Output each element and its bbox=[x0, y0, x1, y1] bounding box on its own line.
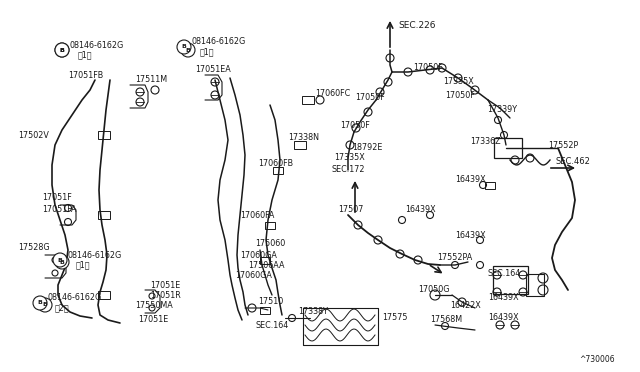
Text: （1）: （1） bbox=[76, 260, 90, 269]
Text: 16439X: 16439X bbox=[455, 176, 486, 185]
Text: SEC.164: SEC.164 bbox=[488, 269, 521, 278]
Text: 17050F: 17050F bbox=[413, 64, 443, 73]
Text: SEC.172: SEC.172 bbox=[332, 166, 365, 174]
Circle shape bbox=[33, 296, 47, 310]
Text: 17060FA: 17060FA bbox=[240, 211, 275, 219]
Text: 17051E: 17051E bbox=[138, 315, 168, 324]
Text: 17550MA: 17550MA bbox=[135, 301, 173, 310]
Text: 08146-6162G: 08146-6162G bbox=[68, 250, 122, 260]
Circle shape bbox=[38, 298, 52, 312]
Text: 16439X: 16439X bbox=[405, 205, 436, 215]
Text: 17338N: 17338N bbox=[288, 134, 319, 142]
Text: 17575: 17575 bbox=[382, 314, 408, 323]
Text: 17051EA: 17051EA bbox=[195, 65, 231, 74]
Bar bbox=[98, 291, 110, 299]
Bar bbox=[260, 257, 270, 263]
Text: B: B bbox=[60, 260, 65, 264]
Text: 17060GA: 17060GA bbox=[240, 250, 277, 260]
Bar bbox=[494, 138, 522, 158]
Text: 17339Y: 17339Y bbox=[487, 106, 517, 115]
Text: 08146-6162G: 08146-6162G bbox=[70, 41, 124, 49]
Text: 17510: 17510 bbox=[258, 298, 284, 307]
Text: 17336Z: 17336Z bbox=[470, 138, 500, 147]
Text: 17507: 17507 bbox=[338, 205, 364, 215]
Bar bbox=[98, 131, 110, 139]
Text: 17338Y: 17338Y bbox=[298, 308, 328, 317]
Text: 17051F: 17051F bbox=[42, 193, 72, 202]
Text: 08146-6162G: 08146-6162G bbox=[48, 294, 102, 302]
Text: 17060GA: 17060GA bbox=[235, 272, 272, 280]
Text: 17511M: 17511M bbox=[135, 76, 167, 84]
Text: 17335X: 17335X bbox=[443, 77, 474, 87]
Text: B: B bbox=[186, 48, 191, 52]
Text: SEC.462: SEC.462 bbox=[555, 157, 590, 167]
Text: 17050F: 17050F bbox=[355, 93, 385, 102]
Text: B: B bbox=[58, 257, 63, 263]
Text: 17568M: 17568M bbox=[430, 315, 462, 324]
Text: 17552P: 17552P bbox=[548, 141, 579, 150]
Circle shape bbox=[53, 253, 67, 267]
Bar bbox=[265, 221, 275, 228]
Text: 17506AA: 17506AA bbox=[248, 260, 285, 269]
Text: （2）: （2） bbox=[55, 304, 70, 312]
Text: 08146-6162G: 08146-6162G bbox=[192, 38, 246, 46]
Text: （1）: （1） bbox=[200, 48, 214, 57]
Text: 16439X: 16439X bbox=[488, 314, 518, 323]
Bar bbox=[485, 182, 495, 189]
Text: 17060FC: 17060FC bbox=[315, 89, 350, 97]
Bar bbox=[260, 307, 270, 314]
Circle shape bbox=[181, 43, 195, 57]
Text: 175060: 175060 bbox=[255, 238, 285, 247]
Bar bbox=[294, 141, 306, 149]
Bar bbox=[493, 266, 527, 294]
Bar bbox=[98, 211, 110, 219]
Text: SEC.164: SEC.164 bbox=[255, 321, 288, 330]
Text: ^730006: ^730006 bbox=[579, 356, 615, 365]
Text: B: B bbox=[60, 48, 65, 52]
Text: 17335X: 17335X bbox=[334, 154, 365, 163]
Text: 17050F: 17050F bbox=[445, 92, 475, 100]
Text: 17051R: 17051R bbox=[150, 291, 180, 299]
Text: 17051FB: 17051FB bbox=[68, 71, 103, 80]
Text: 17528G: 17528G bbox=[18, 244, 50, 253]
Circle shape bbox=[177, 40, 191, 54]
Text: 17051E: 17051E bbox=[150, 280, 180, 289]
Text: B: B bbox=[43, 302, 47, 308]
Text: B: B bbox=[38, 301, 42, 305]
Text: 18792E: 18792E bbox=[352, 144, 382, 153]
Text: 17050G: 17050G bbox=[418, 285, 449, 295]
Circle shape bbox=[55, 43, 69, 57]
Text: 16422X: 16422X bbox=[450, 301, 481, 310]
Text: 17051FA: 17051FA bbox=[42, 205, 77, 215]
Bar bbox=[273, 167, 283, 173]
Text: SEC.226: SEC.226 bbox=[398, 20, 435, 29]
Circle shape bbox=[55, 43, 69, 57]
Bar bbox=[302, 96, 314, 104]
Circle shape bbox=[55, 255, 69, 269]
Text: 17060FB: 17060FB bbox=[258, 158, 293, 167]
Bar bbox=[526, 274, 544, 296]
Text: B: B bbox=[182, 45, 186, 49]
Text: 16439X: 16439X bbox=[455, 231, 486, 240]
Text: B: B bbox=[60, 48, 65, 52]
Text: 17050F: 17050F bbox=[340, 121, 370, 129]
Text: （1）: （1） bbox=[78, 51, 93, 60]
Text: 16439X: 16439X bbox=[488, 294, 518, 302]
Text: 17502V: 17502V bbox=[18, 131, 49, 140]
Text: 17552PA: 17552PA bbox=[437, 253, 472, 263]
